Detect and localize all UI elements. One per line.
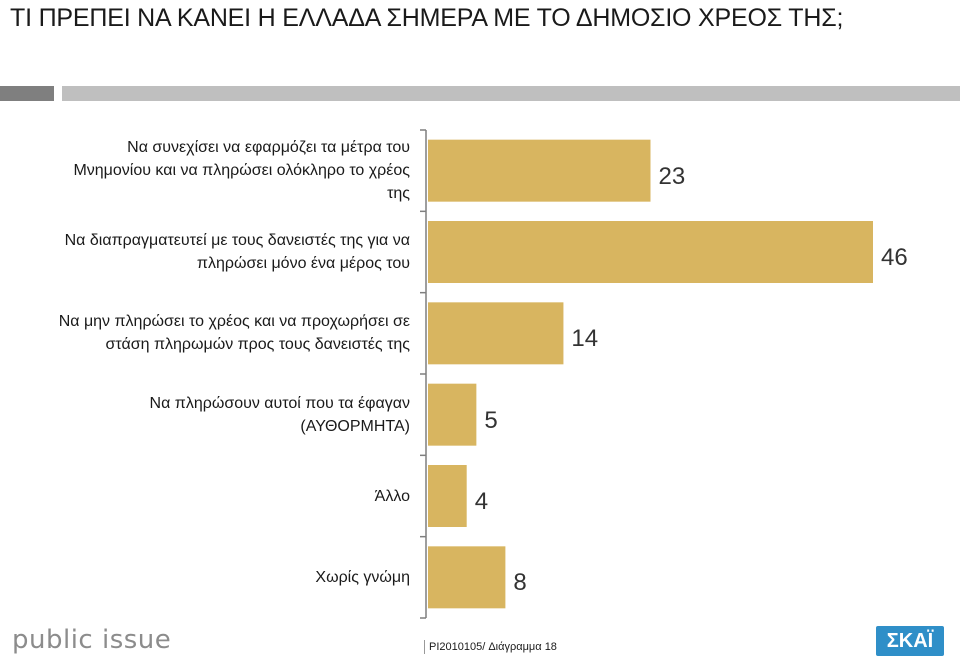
bar-3: [428, 302, 564, 365]
chart-title: ΤΙ ΠΡΕΠΕΙ ΝΑ ΚΑΝΕΙ Η ΕΛΛΑΔΑ ΣΗΜΕΡΑ ΜΕ ΤΟ…: [10, 4, 844, 32]
category-label-4: Να πληρώσουν αυτοί που τα έφαγαν (ΑΥΘΟΡΜΗ…: [149, 394, 410, 435]
data-label-6: 8: [513, 569, 527, 597]
category-label-1: Να συνεχίσει να εφαρμόζει τα μέτρα του Μν…: [73, 139, 410, 203]
category-label-5: Άλλο: [374, 487, 410, 505]
data-label-1: 23: [658, 162, 686, 190]
data-label-2: 46: [881, 244, 908, 271]
diagram-code: PI2010105/ Διάγραμμα 18: [424, 640, 557, 654]
data-label-5: 4: [474, 488, 489, 515]
header-band-light: [62, 86, 960, 101]
brand-logo: public issue: [12, 625, 172, 655]
bar-6: [428, 546, 506, 609]
category-label-3: Να μην πληρώσει το χρέος και να προχωρήσ…: [58, 313, 410, 354]
channel-logo: ΣΚΑΪ: [876, 626, 944, 656]
bar-4: [428, 383, 477, 446]
data-label-3: 14: [571, 325, 599, 353]
header-band-dark: [0, 86, 54, 101]
category-label-6: Χωρίς γνώμη: [315, 568, 410, 586]
bar-1: [428, 139, 651, 202]
category-label-2: Να διαπραγματευτεί με τους δανειστές της…: [64, 232, 410, 272]
bar-2: [428, 221, 873, 283]
bar-5: [428, 465, 467, 527]
data-label-4: 5: [484, 406, 498, 434]
